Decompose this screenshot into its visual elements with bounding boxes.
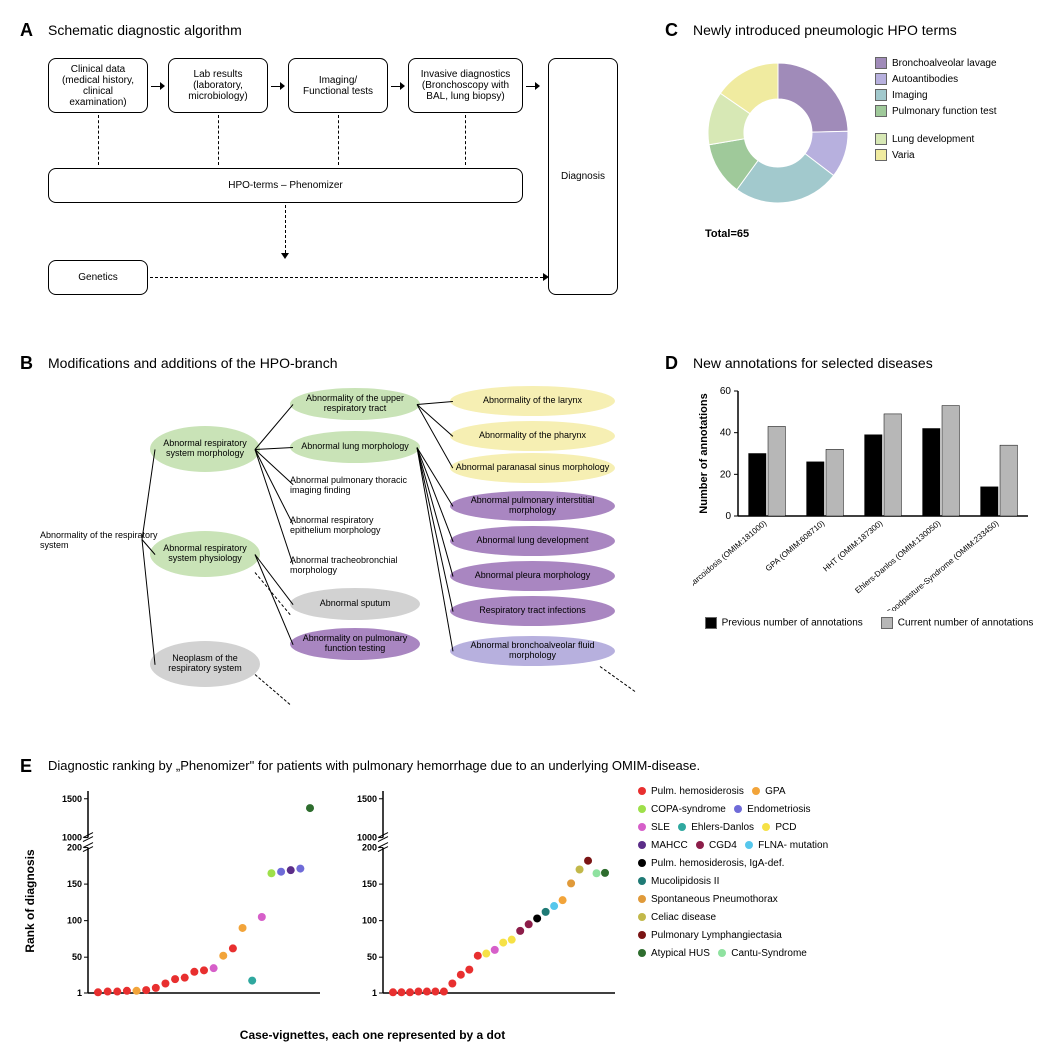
svg-text:0: 0 <box>725 511 731 522</box>
svg-text:200: 200 <box>362 843 377 853</box>
hpo-node: Abnormal lung development <box>450 526 615 556</box>
svg-text:1500: 1500 <box>62 794 82 804</box>
legend-row: Pulm. hemosiderosis, IgA-def. <box>638 855 828 873</box>
svg-text:1: 1 <box>77 988 82 998</box>
hpo-node: Abnormality on pulmonary function testin… <box>290 628 420 660</box>
hpo-node: Abnormality of the respiratory system <box>40 531 165 551</box>
panel-e-title: Diagnostic ranking by „Phenomizer" for p… <box>48 758 1045 773</box>
legend-item: Imaging <box>875 88 997 104</box>
panel-c-total: Total=65 <box>705 228 1045 240</box>
svg-text:Number of annotations: Number of annotations <box>698 393 710 513</box>
legend-row: Celiac disease <box>638 909 828 927</box>
legend-row: SLE Ehlers-Danlos PCD <box>638 819 828 837</box>
svg-text:Goodpasture-Syndrome (OMIM:233: Goodpasture-Syndrome (OMIM:233450) <box>884 518 1000 611</box>
hpo-node: Abnormality of the larynx <box>450 386 615 416</box>
panel-c-label: C <box>665 20 678 41</box>
panel-c-legend: Bronchoalveolar lavageAutoantibodiesImag… <box>875 56 997 164</box>
svg-text:40: 40 <box>720 428 732 439</box>
legend-item: Pulmonary function test <box>875 104 997 120</box>
legend-row: COPA-syndrome Endometriosis <box>638 801 828 819</box>
hpo-node: Abnormal respiratory system morphology <box>150 426 260 472</box>
svg-text:1000: 1000 <box>62 833 82 843</box>
svg-text:100: 100 <box>362 916 377 926</box>
legend-row: Spontaneous Pneumothorax <box>638 891 828 909</box>
legend-row: Atypical HUS Cantu-Syndrome <box>638 945 828 963</box>
panel-a-label: A <box>20 20 33 41</box>
panel-a-title: Schematic diagnostic algorithm <box>48 22 640 38</box>
hpo-node: Respiratory tract infections <box>450 596 615 626</box>
hpo-node: Abnormal tracheobronchial morphology <box>290 556 415 576</box>
svg-text:150: 150 <box>362 879 377 889</box>
legend-item: Current number of annotations <box>881 617 1034 629</box>
svg-text:50: 50 <box>72 952 82 962</box>
panel-e-label: E <box>20 756 32 777</box>
node-invasive: Invasive diagnostics (Bronchoscopy with … <box>408 58 523 113</box>
panel-c-title: Newly introduced pneumologic HPO terms <box>693 22 1045 38</box>
svg-text:150: 150 <box>67 879 82 889</box>
legend-row: MAHCC CGD4 FLNA- mutation <box>638 837 828 855</box>
hpo-node: Abnormal lung morphology <box>290 431 420 463</box>
panel-d-title: New annotations for selected diseases <box>693 355 1045 371</box>
hpo-node: Abnormality of the upper respiratory tra… <box>290 388 420 420</box>
panel-e-legend: Pulm. hemosiderosis GPACOPA-syndrome End… <box>638 783 828 963</box>
svg-text:1000: 1000 <box>357 833 377 843</box>
panel-b-label: B <box>20 353 33 374</box>
node-lab: Lab results (laboratory, microbiology) <box>168 58 268 113</box>
legend-row: Pulmonary Lymphangiectasia <box>638 927 828 945</box>
hpo-node: Abnormal respiratory system physiology <box>150 531 260 577</box>
panel-b-title: Modifications and additions of the HPO-b… <box>48 355 640 371</box>
panel-d: D New annotations for selected diseases … <box>665 353 1045 721</box>
svg-text:50: 50 <box>367 952 377 962</box>
svg-text:Sarcoidosis (OMIM:181000): Sarcoidosis (OMIM:181000) <box>693 518 769 589</box>
legend-item: Bronchoalveolar lavage <box>875 56 997 72</box>
legend-item: Autoantibodies <box>875 72 997 88</box>
hpo-node: Neoplasm of the respiratory system <box>150 641 260 687</box>
panel-e-plot1: Rank of diagnosis 15010015020010001500 <box>48 783 328 1018</box>
panel-e: E Diagnostic ranking by „Phenomizer" for… <box>20 756 1045 1042</box>
legend-item: Lung development <box>875 132 997 148</box>
hpo-node: Abnormal bronchoalveolar fluid morpholog… <box>450 636 615 666</box>
node-hpo: HPO-terms – Phenomizer <box>48 168 523 203</box>
node-clinical: Clinical data (medical history, clinical… <box>48 58 148 113</box>
svg-text:HHT (OMIM:187300): HHT (OMIM:187300) <box>821 518 884 573</box>
svg-text:20: 20 <box>720 469 732 480</box>
panel-a: A Schematic diagnostic algorithm Clinica… <box>20 20 640 328</box>
node-diagnosis: Diagnosis <box>548 58 618 295</box>
hpo-node: Abnormal pulmonary thoracic imaging find… <box>290 476 415 496</box>
panel-e-xlabel: Case-vignettes, each one represented by … <box>0 1028 1045 1042</box>
panel-b: B Modifications and additions of the HPO… <box>20 353 640 721</box>
hpo-node: Abnormal pleura morphology <box>450 561 615 591</box>
hpo-node: Abnormality of the pharynx <box>450 421 615 451</box>
panel-e-ylabel: Rank of diagnosis <box>23 849 37 952</box>
legend-item: Previous number of annotations <box>705 617 863 629</box>
legend-row: Mucolipidosis II <box>638 873 828 891</box>
panel-a-flow: Clinical data (medical history, clinical… <box>48 48 640 328</box>
hpo-node: Abnormal pulmonary interstitial morpholo… <box>450 491 615 521</box>
svg-text:1500: 1500 <box>357 794 377 804</box>
donut-chart <box>693 48 863 218</box>
svg-text:GPA (OMIM:608710): GPA (OMIM:608710) <box>764 518 827 573</box>
bar-chart: 0 20 40 60 Number of annotations Sarcoidosis … <box>693 381 1033 611</box>
node-imaging: Imaging/ Functional tests <box>288 58 388 113</box>
svg-text:60: 60 <box>720 386 732 397</box>
panel-d-legend: Previous number of annotations Current nu… <box>693 617 1045 629</box>
hpo-node: Abnormal paranasal sinus morphology <box>450 453 615 483</box>
panel-b-tree: Abnormality of the respiratory systemAbn… <box>40 381 640 721</box>
panel-e-plot2: 15010015020010001500 <box>343 783 623 1018</box>
legend-item: Varia <box>875 148 997 164</box>
hpo-node: Abnormal sputum <box>290 588 420 620</box>
panel-d-label: D <box>665 353 678 374</box>
node-genetics: Genetics <box>48 260 148 295</box>
hpo-node: Abnormal respiratory epithelium morpholo… <box>290 516 415 536</box>
svg-text:200: 200 <box>67 843 82 853</box>
legend-row: Pulm. hemosiderosis GPA <box>638 783 828 801</box>
svg-text:100: 100 <box>67 916 82 926</box>
panel-c: C Newly introduced pneumologic HPO terms… <box>665 20 1045 328</box>
svg-text:1: 1 <box>372 988 377 998</box>
